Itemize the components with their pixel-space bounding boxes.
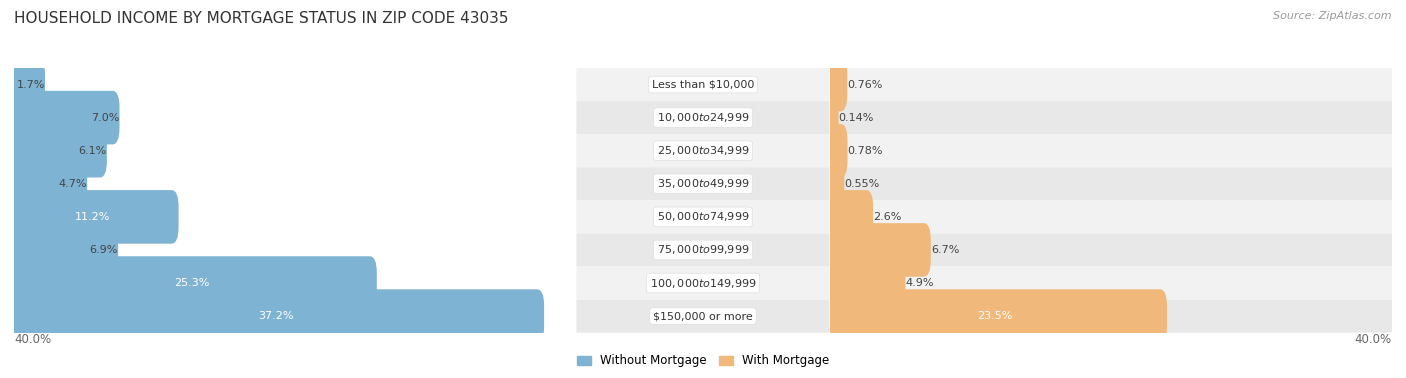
FancyBboxPatch shape	[7, 91, 120, 144]
Text: $35,000 to $49,999: $35,000 to $49,999	[657, 177, 749, 190]
Text: 2.6%: 2.6%	[873, 212, 901, 222]
FancyBboxPatch shape	[823, 289, 1167, 343]
Text: 25.3%: 25.3%	[174, 278, 209, 288]
FancyBboxPatch shape	[576, 68, 1139, 101]
FancyBboxPatch shape	[576, 101, 830, 134]
FancyBboxPatch shape	[830, 200, 1392, 234]
Text: 0.76%: 0.76%	[848, 80, 883, 90]
FancyBboxPatch shape	[823, 157, 845, 211]
FancyBboxPatch shape	[7, 190, 179, 244]
Text: HOUSEHOLD INCOME BY MORTGAGE STATUS IN ZIP CODE 43035: HOUSEHOLD INCOME BY MORTGAGE STATUS IN Z…	[14, 11, 509, 26]
Text: 23.5%: 23.5%	[977, 311, 1012, 321]
Text: 0.78%: 0.78%	[848, 146, 883, 156]
Text: 7.0%: 7.0%	[91, 113, 120, 122]
FancyBboxPatch shape	[823, 223, 931, 277]
FancyBboxPatch shape	[823, 190, 873, 244]
FancyBboxPatch shape	[7, 58, 45, 112]
FancyBboxPatch shape	[830, 299, 1392, 333]
Text: 6.1%: 6.1%	[79, 146, 107, 156]
FancyBboxPatch shape	[823, 58, 848, 112]
Text: $50,000 to $74,999: $50,000 to $74,999	[657, 211, 749, 223]
Legend: Without Mortgage, With Mortgage: Without Mortgage, With Mortgage	[572, 350, 834, 372]
FancyBboxPatch shape	[7, 256, 377, 310]
Text: 11.2%: 11.2%	[75, 212, 111, 222]
FancyBboxPatch shape	[823, 256, 905, 310]
FancyBboxPatch shape	[576, 134, 1139, 167]
FancyBboxPatch shape	[576, 167, 830, 200]
FancyBboxPatch shape	[576, 167, 1139, 200]
Text: 0.55%: 0.55%	[845, 179, 880, 189]
Text: $75,000 to $99,999: $75,000 to $99,999	[657, 243, 749, 256]
Text: 4.9%: 4.9%	[905, 278, 934, 288]
FancyBboxPatch shape	[576, 200, 1139, 234]
FancyBboxPatch shape	[576, 266, 830, 299]
FancyBboxPatch shape	[7, 124, 107, 178]
Text: 37.2%: 37.2%	[257, 311, 294, 321]
FancyBboxPatch shape	[576, 101, 1139, 134]
Text: 40.0%: 40.0%	[1355, 333, 1392, 345]
FancyBboxPatch shape	[830, 101, 1392, 134]
FancyBboxPatch shape	[830, 234, 1392, 266]
Text: $150,000 or more: $150,000 or more	[654, 311, 752, 321]
FancyBboxPatch shape	[7, 157, 87, 211]
FancyBboxPatch shape	[576, 299, 1139, 333]
FancyBboxPatch shape	[823, 124, 848, 178]
FancyBboxPatch shape	[830, 134, 1392, 167]
Text: Less than $10,000: Less than $10,000	[652, 80, 754, 90]
Text: 4.7%: 4.7%	[59, 179, 87, 189]
FancyBboxPatch shape	[576, 234, 1139, 266]
FancyBboxPatch shape	[576, 200, 830, 234]
Text: 6.9%: 6.9%	[90, 245, 118, 255]
Text: 40.0%: 40.0%	[14, 333, 51, 345]
FancyBboxPatch shape	[576, 234, 830, 266]
FancyBboxPatch shape	[830, 167, 1392, 200]
Text: 6.7%: 6.7%	[931, 245, 959, 255]
FancyBboxPatch shape	[576, 68, 830, 101]
FancyBboxPatch shape	[7, 223, 118, 277]
Text: 1.7%: 1.7%	[17, 80, 45, 90]
FancyBboxPatch shape	[576, 134, 830, 167]
Text: $10,000 to $24,999: $10,000 to $24,999	[657, 111, 749, 124]
FancyBboxPatch shape	[830, 68, 1392, 101]
Text: $25,000 to $34,999: $25,000 to $34,999	[657, 144, 749, 157]
FancyBboxPatch shape	[830, 266, 1392, 299]
FancyBboxPatch shape	[576, 266, 1139, 299]
Text: Source: ZipAtlas.com: Source: ZipAtlas.com	[1274, 11, 1392, 21]
FancyBboxPatch shape	[823, 91, 838, 144]
Text: $100,000 to $149,999: $100,000 to $149,999	[650, 277, 756, 290]
FancyBboxPatch shape	[7, 289, 544, 343]
Text: 0.14%: 0.14%	[838, 113, 875, 122]
FancyBboxPatch shape	[576, 299, 830, 333]
